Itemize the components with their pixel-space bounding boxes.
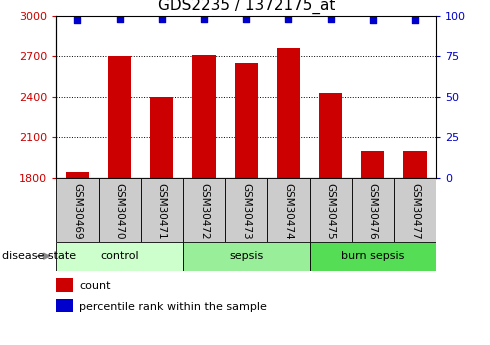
- Point: [242, 16, 250, 21]
- Point: [285, 16, 293, 21]
- Title: GDS2235 / 1372175_at: GDS2235 / 1372175_at: [158, 0, 335, 14]
- Bar: [310, 241, 436, 271]
- Bar: [361, 151, 385, 178]
- Text: control: control: [100, 251, 139, 261]
- Point: [327, 16, 335, 21]
- Bar: [183, 178, 225, 242]
- Text: count: count: [79, 281, 111, 291]
- Bar: [98, 178, 141, 242]
- Text: burn sepsis: burn sepsis: [341, 251, 405, 261]
- Bar: [150, 97, 173, 178]
- Text: GSM30475: GSM30475: [326, 183, 336, 239]
- Bar: [141, 178, 183, 242]
- Bar: [310, 178, 352, 242]
- Text: GSM30477: GSM30477: [410, 183, 420, 239]
- Point: [200, 16, 208, 21]
- Bar: [66, 172, 89, 178]
- Bar: [394, 178, 436, 242]
- Text: GSM30473: GSM30473: [241, 183, 251, 239]
- Text: percentile rank within the sample: percentile rank within the sample: [79, 302, 267, 312]
- Bar: [56, 299, 74, 312]
- Bar: [56, 241, 183, 271]
- Text: GSM30474: GSM30474: [283, 183, 294, 239]
- Text: sepsis: sepsis: [229, 251, 263, 261]
- Bar: [403, 151, 427, 178]
- Bar: [56, 178, 98, 242]
- Text: GSM30476: GSM30476: [368, 183, 378, 239]
- Point: [74, 18, 81, 23]
- Point: [411, 18, 419, 23]
- Text: disease state: disease state: [2, 251, 76, 261]
- Bar: [319, 92, 342, 178]
- Text: GSM30469: GSM30469: [73, 183, 82, 239]
- Point: [158, 16, 166, 21]
- Bar: [268, 178, 310, 242]
- Bar: [56, 278, 74, 292]
- Bar: [193, 55, 216, 178]
- Point: [116, 16, 123, 21]
- Bar: [235, 63, 258, 178]
- Text: GSM30471: GSM30471: [157, 183, 167, 239]
- Bar: [225, 178, 268, 242]
- Bar: [183, 241, 310, 271]
- Point: [369, 18, 377, 23]
- Bar: [108, 56, 131, 178]
- Text: GSM30472: GSM30472: [199, 183, 209, 239]
- Bar: [277, 48, 300, 178]
- Text: GSM30470: GSM30470: [115, 183, 124, 239]
- Bar: [352, 178, 394, 242]
